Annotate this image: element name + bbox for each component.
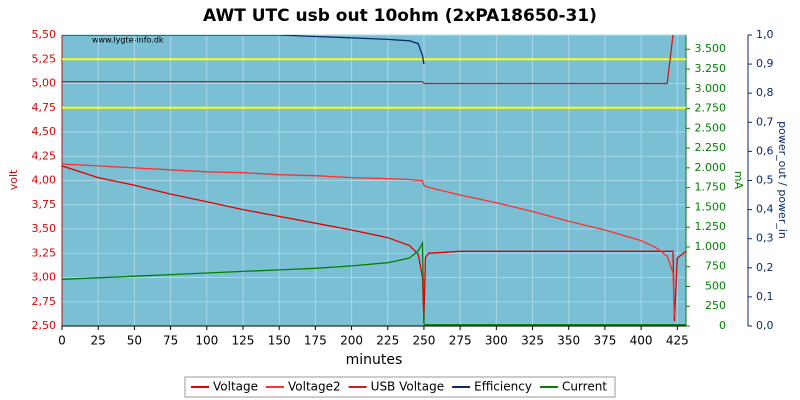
x-tick-label: 200 [340, 334, 363, 348]
legend-box [184, 376, 616, 398]
x-tick-label: 325 [521, 334, 544, 348]
y2-tick-label: 3.000 [695, 82, 727, 95]
legend-label: Efficiency [474, 380, 532, 394]
watermark: www.lygte-info.dk [92, 36, 164, 45]
y-tick-label: 3,75 [32, 198, 57, 211]
y2-tick-label: 2.750 [695, 102, 727, 115]
y3-tick-label: 0,3 [756, 232, 774, 245]
x-tick-label: 25 [91, 334, 106, 348]
y3-tick-label: 0,4 [756, 203, 774, 216]
y2-tick-label: 2.250 [695, 141, 727, 154]
x-tick-label: 425 [666, 334, 689, 348]
x-tick-label: 0 [58, 334, 66, 348]
y-tick-label: 4,25 [32, 149, 57, 162]
y2-tick-label: 0 [719, 319, 726, 332]
chart-title: AWT UTC usb out 10ohm (2xPA18650-31) [203, 6, 597, 26]
x-tick-label: 250 [412, 334, 435, 348]
x-tick-label: 50 [127, 334, 142, 348]
x-tick-label: 400 [630, 334, 653, 348]
y-tick-label: 4,75 [32, 101, 57, 114]
x-tick-label: 225 [376, 334, 399, 348]
legend-label: Voltage2 [288, 380, 341, 394]
y-tick-label: 3,00 [32, 271, 57, 284]
y2-tick-label: 250 [705, 299, 726, 312]
series-line [62, 240, 686, 326]
x-tick-label: 350 [557, 334, 580, 348]
y-tick-label: 3,50 [32, 222, 57, 235]
y2-tick-label: 1.000 [695, 240, 727, 253]
y3-tick-label: 0,9 [756, 57, 774, 70]
y-tick-label: 4,00 [32, 174, 57, 187]
y2-tick-label: 3.500 [695, 42, 727, 55]
x-tick-label: 300 [485, 334, 508, 348]
y-tick-label: 5,00 [32, 77, 57, 90]
x-tick-label: 125 [232, 334, 255, 348]
y3-tick-label: 0,2 [756, 261, 774, 274]
series-line [62, 35, 674, 85]
x-tick-label: 275 [449, 334, 472, 348]
series-line [62, 35, 425, 65]
x-tick-label: 100 [195, 334, 218, 348]
y3-axis-title: power_out / power_in [776, 121, 789, 239]
y-tick-label: 3,25 [32, 246, 57, 259]
y3-tick-label: 0,1 [756, 290, 774, 303]
y2-tick-label: 2.000 [695, 161, 727, 174]
x-tick-label: 150 [268, 334, 291, 348]
y-axis-title: volt [7, 169, 20, 190]
x-tick-label: 375 [593, 334, 616, 348]
legend-label: Voltage [213, 380, 258, 394]
series-line [62, 163, 676, 317]
x-tick-label: 175 [304, 334, 327, 348]
legend: Voltage Voltage2 USB Voltage Efficiency Curr… [184, 376, 616, 398]
y3-tick-label: 1,0 [756, 28, 774, 41]
y2-tick-label: 1.250 [695, 220, 727, 233]
y2-tick-label: 750 [705, 260, 726, 273]
y-tick-label: 5,50 [32, 28, 57, 41]
y2-axis-title: mA [732, 171, 745, 190]
x-tick-label: 75 [163, 334, 178, 348]
y-tick-label: 4,50 [32, 125, 57, 138]
y3-tick-label: 0,6 [756, 144, 774, 157]
legend-label: USB Voltage [371, 380, 444, 394]
y2-tick-label: 3.250 [695, 62, 727, 75]
y2-tick-label: 2.500 [695, 121, 727, 134]
legend-label: Current [562, 380, 607, 394]
y2-tick-label: 500 [705, 279, 726, 292]
y2-tick-label: 1.750 [695, 181, 727, 194]
y3-tick-label: 0,8 [756, 86, 774, 99]
y-tick-label: 2,75 [32, 295, 57, 308]
y2-tick-label: 1.500 [695, 200, 727, 213]
y-tick-label: 5,25 [32, 52, 57, 65]
x-axis-title: minutes [346, 352, 403, 368]
y3-tick-label: 0,0 [756, 319, 774, 332]
y3-tick-label: 0,5 [756, 174, 774, 187]
y-tick-label: 2,50 [32, 319, 57, 332]
y3-tick-label: 0,7 [756, 115, 774, 128]
